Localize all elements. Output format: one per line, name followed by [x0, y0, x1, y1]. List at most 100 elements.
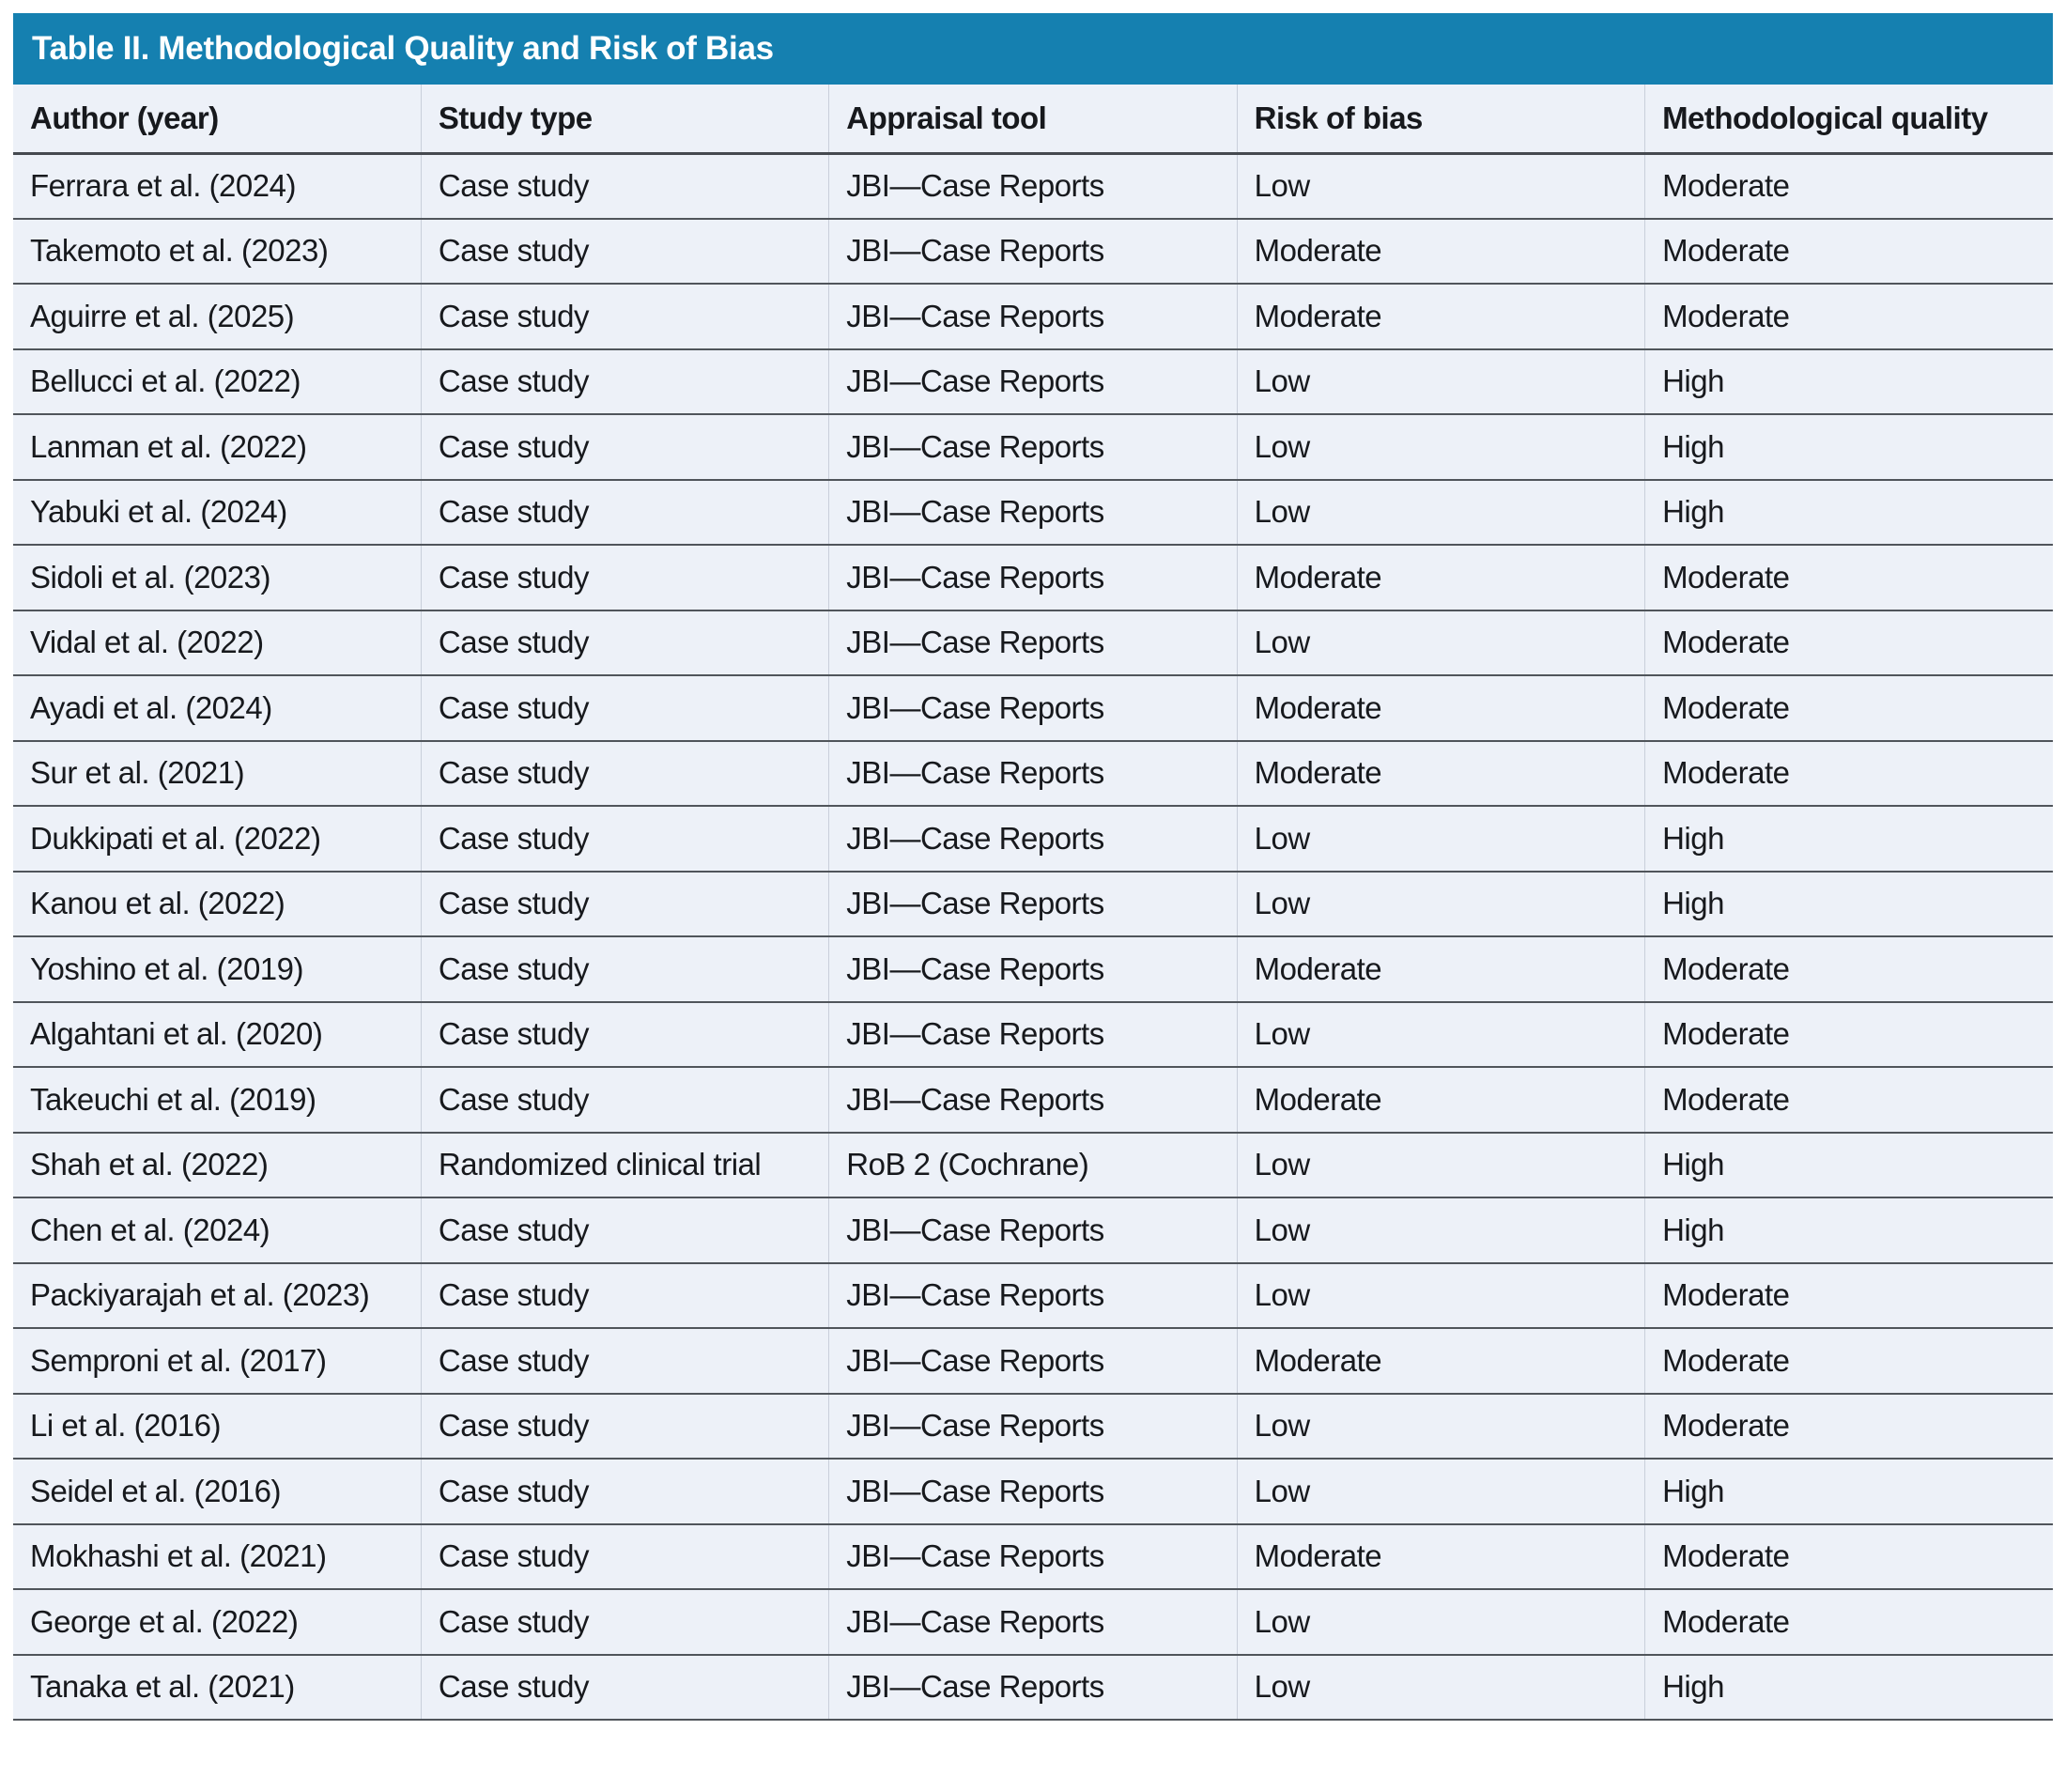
cell-study-type: Case study [420, 1588, 829, 1655]
cell-methodological-quality: High [1644, 870, 2053, 936]
table-row: Aguirre et al. (2025) Case study JBI—Cas… [13, 283, 2053, 349]
cell-risk-of-bias: Moderate [1236, 1522, 1645, 1589]
cell-study-type: Case study [420, 1261, 829, 1328]
table-row: Takeuchi et al. (2019) Case study JBI—Ca… [13, 1066, 2053, 1133]
table-row: Yoshino et al. (2019) Case study JBI—Cas… [13, 935, 2053, 1002]
cell-methodological-quality: Moderate [1644, 1588, 2053, 1655]
cell-risk-of-bias: Moderate [1236, 544, 1645, 610]
cell-author: Tanaka et al. (2021) [13, 1653, 422, 1720]
cell-author: Seidel et al. (2016) [13, 1458, 422, 1524]
table-row: Shah et al. (2022) Randomized clinical t… [13, 1131, 2053, 1197]
cell-study-type: Case study [420, 217, 829, 284]
cell-author: Shah et al. (2022) [13, 1131, 422, 1197]
cell-methodological-quality: High [1644, 413, 2053, 480]
cell-appraisal-tool: JBI—Case Reports [828, 1522, 1238, 1589]
cell-risk-of-bias: Low [1236, 1197, 1645, 1263]
cell-study-type: Randomized clinical trial [420, 1131, 829, 1197]
cell-author: Bellucci et al. (2022) [13, 348, 422, 414]
cell-risk-of-bias: Low [1236, 1392, 1645, 1459]
cell-methodological-quality: Moderate [1644, 544, 2053, 610]
cell-author: Yabuki et al. (2024) [13, 478, 422, 545]
cell-appraisal-tool: JBI—Case Reports [828, 544, 1238, 610]
cell-author: Mokhashi et al. (2021) [13, 1522, 422, 1589]
table-row: Yabuki et al. (2024) Case study JBI—Case… [13, 478, 2053, 545]
table-row: Mokhashi et al. (2021) Case study JBI—Ca… [13, 1522, 2053, 1589]
cell-appraisal-tool: JBI—Case Reports [828, 609, 1238, 675]
cell-study-type: Case study [420, 935, 829, 1002]
cell-study-type: Case study [420, 413, 829, 480]
cell-methodological-quality: Moderate [1644, 1066, 2053, 1133]
cell-appraisal-tool: JBI—Case Reports [828, 217, 1238, 284]
cell-risk-of-bias: Low [1236, 153, 1645, 219]
cell-risk-of-bias: Moderate [1236, 283, 1645, 349]
column-header-appraisal-tool: Appraisal tool [828, 85, 1238, 155]
table-row: Ayadi et al. (2024) Case study JBI—Case … [13, 674, 2053, 741]
cell-author: Aguirre et al. (2025) [13, 283, 422, 349]
cell-appraisal-tool: JBI—Case Reports [828, 478, 1238, 545]
cell-appraisal-tool: JBI—Case Reports [828, 1653, 1238, 1720]
cell-author: George et al. (2022) [13, 1588, 422, 1655]
table-row: Kanou et al. (2022) Case study JBI—Case … [13, 870, 2053, 936]
quality-table-figure: Table II. Methodological Quality and Ris… [13, 13, 2053, 1721]
cell-appraisal-tool: RoB 2 (Cochrane) [828, 1131, 1238, 1197]
column-header-methodological-quality: Methodological quality [1644, 85, 2053, 155]
cell-methodological-quality: Moderate [1644, 739, 2053, 806]
cell-methodological-quality: High [1644, 478, 2053, 545]
table-header: Author (year) Study type Appraisal tool … [13, 85, 2053, 155]
cell-risk-of-bias: Moderate [1236, 217, 1645, 284]
cell-study-type: Case study [420, 348, 829, 414]
cell-risk-of-bias: Low [1236, 1458, 1645, 1524]
cell-methodological-quality: High [1644, 348, 2053, 414]
cell-risk-of-bias: Low [1236, 1261, 1645, 1328]
cell-risk-of-bias: Moderate [1236, 935, 1645, 1002]
cell-study-type: Case study [420, 805, 829, 872]
table-row: George et al. (2022) Case study JBI—Case… [13, 1588, 2053, 1655]
cell-study-type: Case study [420, 544, 829, 610]
table-body: Ferrara et al. (2024) Case study JBI—Cas… [13, 153, 2053, 1720]
cell-author: Kanou et al. (2022) [13, 870, 422, 936]
cell-author: Ferrara et al. (2024) [30, 168, 296, 203]
table-row: Tanaka et al. (2021) Case study JBI—Case… [13, 1653, 2053, 1720]
cell-study-type: Case study [420, 153, 829, 219]
cell-author: Takeuchi et al. (2019) [13, 1066, 422, 1133]
cell-study-type: Case study [420, 1392, 829, 1459]
cell-methodological-quality: Moderate [1644, 1327, 2053, 1394]
cell-risk-of-bias: Low [1236, 870, 1645, 936]
cell-methodological-quality: Moderate [1644, 674, 2053, 741]
table-row: Li et al. (2016) Case study JBI—Case Rep… [13, 1392, 2053, 1459]
column-header-author: Author (year) [13, 85, 422, 155]
cell-author: Yoshino et al. (2019) [13, 935, 422, 1002]
cell-author: Vidal et al. (2022) [13, 609, 422, 675]
cell-study-type: Case study [420, 1066, 829, 1133]
cell-author: Dukkipati et al. (2022) [13, 805, 422, 872]
cell-methodological-quality: Moderate [1644, 1522, 2053, 1589]
table-header-row: Author (year) Study type Appraisal tool … [13, 85, 2053, 155]
table-row: Ferrara et al. (2024) Case study JBI—Cas… [13, 153, 2053, 219]
cell-study-type: Case study [420, 1522, 829, 1589]
cell-appraisal-tool: JBI—Case Reports [828, 1000, 1238, 1067]
table-row: Bellucci et al. (2022) Case study JBI—Ca… [13, 348, 2053, 414]
column-header-risk-of-bias: Risk of bias [1236, 85, 1645, 155]
cell-appraisal-tool: JBI—Case Reports [828, 1261, 1238, 1328]
column-header-study-type: Study type [420, 85, 829, 155]
cell-risk-of-bias: Moderate [1236, 1327, 1645, 1394]
cell-appraisal-tool: JBI—Case Reports [828, 870, 1238, 936]
cell-methodological-quality: High [1644, 1131, 2053, 1197]
cell-study-type: Case study [420, 1000, 829, 1067]
table-row: Packiyarajah et al. (2023) Case study JB… [13, 1261, 2053, 1328]
cell-appraisal-tool: JBI—Case Reports [828, 805, 1238, 872]
table-row: Algahtani et al. (2020) Case study JBI—C… [13, 1000, 2053, 1067]
cell-risk-of-bias: Low [1236, 478, 1645, 545]
cell-methodological-quality: Moderate [1644, 153, 2053, 219]
cell-appraisal-tool: JBI—Case Reports [828, 1458, 1238, 1524]
cell-author: Li et al. (2016) [13, 1392, 422, 1459]
cell-author: Ayadi et al. (2024) [13, 674, 422, 741]
cell-author: Sidoli et al. (2023) [13, 544, 422, 610]
table-row: Sur et al. (2021) Case study JBI—Case Re… [13, 739, 2053, 806]
cell-methodological-quality: Moderate [1644, 1000, 2053, 1067]
cell-study-type: Case study [420, 739, 829, 806]
cell-appraisal-tool: JBI—Case Reports [828, 739, 1238, 806]
cell-appraisal-tool: JBI—Case Reports [828, 153, 1238, 219]
cell-study-type: Case study [420, 870, 829, 936]
cell-methodological-quality: Moderate [1644, 935, 2053, 1002]
